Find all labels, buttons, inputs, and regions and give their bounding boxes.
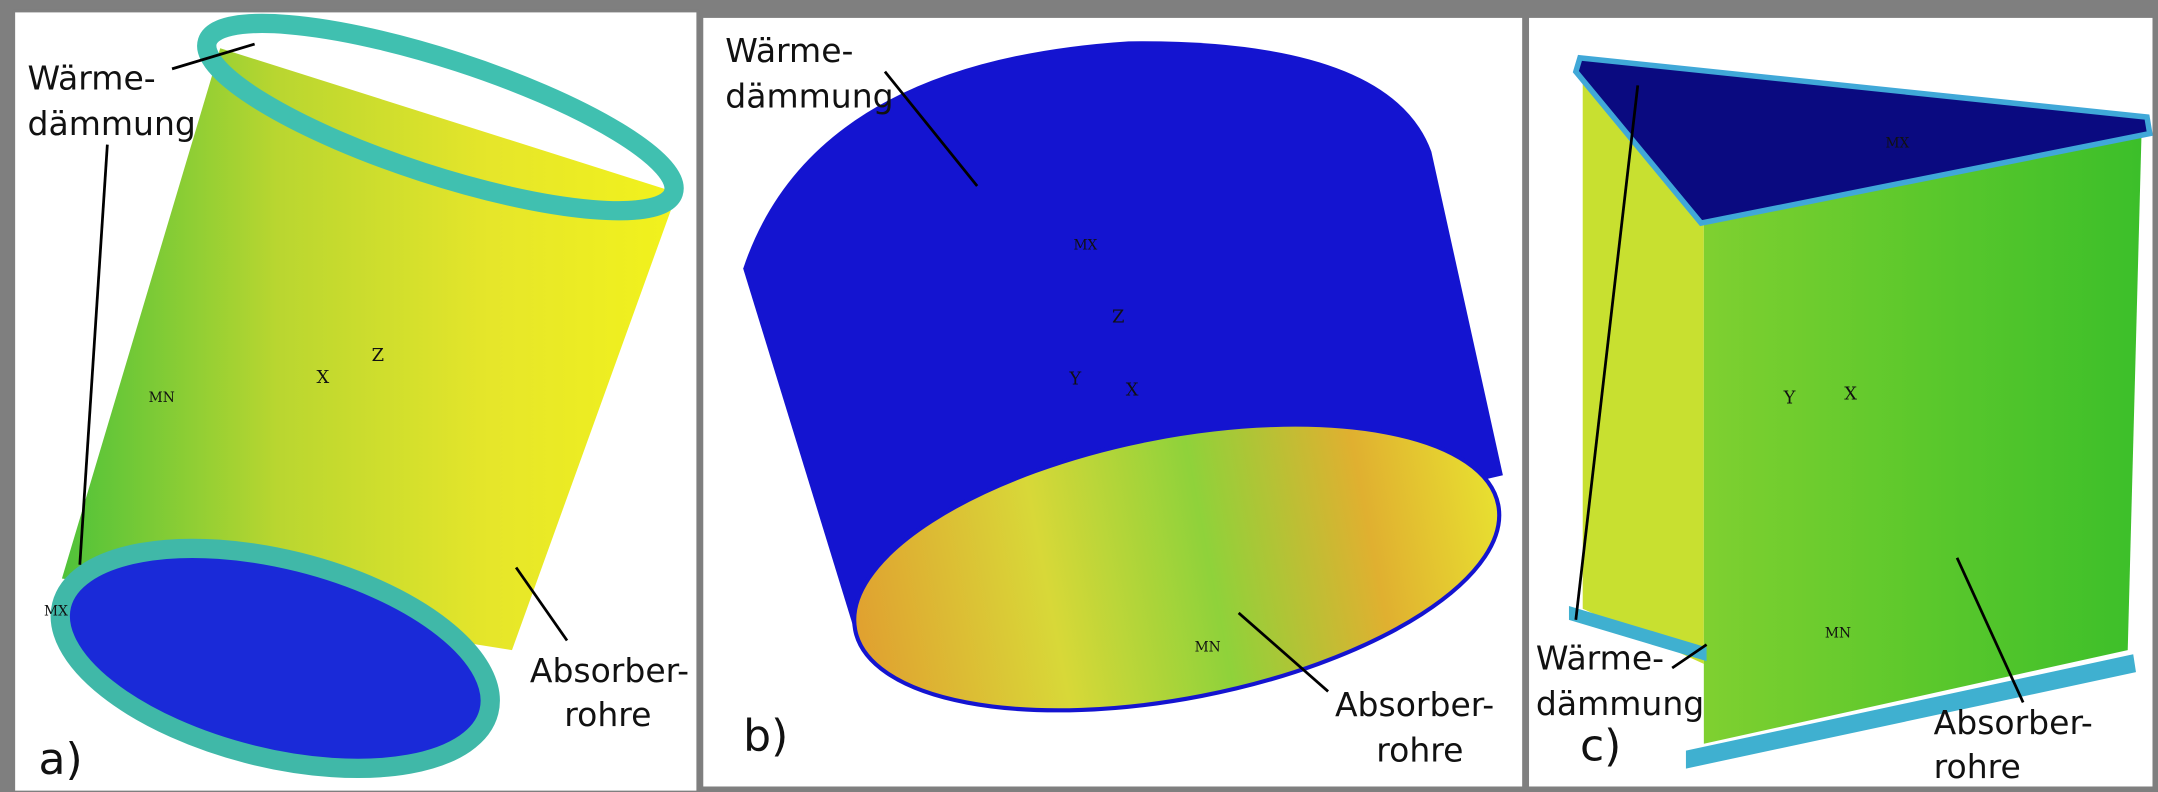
axis-label: Z — [1112, 306, 1124, 327]
axis-label: X — [1844, 383, 1857, 404]
label: dämmung — [725, 76, 893, 115]
label: dämmung — [28, 104, 196, 143]
label: rohre — [1376, 731, 1463, 770]
label: rohre — [564, 695, 651, 734]
label: Wärme- — [1536, 638, 1664, 677]
panel-tag: c) — [1580, 720, 1621, 771]
marker: MX — [1073, 237, 1097, 253]
axis-label: X — [1126, 379, 1139, 400]
label: Wärme- — [725, 31, 853, 70]
label: Absorber- — [1335, 685, 1494, 724]
axis-label: Y — [1783, 388, 1796, 409]
figure: Wärme- dämmung Absorber- rohre a) MN MX … — [0, 0, 2158, 792]
absorber-wall — [1704, 135, 2142, 744]
label: Absorber- — [1934, 703, 2093, 742]
panel-c: Wärme- dämmung Absorber- rohre c) MX MN … — [1528, 17, 2154, 788]
marker: MN — [1825, 626, 1851, 642]
marker: MX — [1885, 135, 1909, 151]
label: Wärme- — [28, 59, 156, 98]
panel-tag: b) — [743, 711, 788, 762]
panel-b: Wärme- dämmung Absorber- rohre b) MX MN … — [702, 17, 1524, 788]
label: rohre — [1934, 747, 2021, 786]
label: Absorber- — [530, 651, 689, 690]
marker: MN — [149, 390, 175, 406]
axis-label: Y — [1068, 368, 1081, 389]
axis-label: Z — [372, 345, 384, 366]
marker: MX — [44, 604, 68, 620]
marker: MN — [1195, 640, 1221, 656]
panel-a: Wärme- dämmung Absorber- rohre a) MN MX … — [14, 0, 698, 792]
axis-label: X — [317, 367, 330, 388]
panel-tag: a) — [39, 734, 83, 785]
label: dämmung — [1536, 684, 1704, 723]
